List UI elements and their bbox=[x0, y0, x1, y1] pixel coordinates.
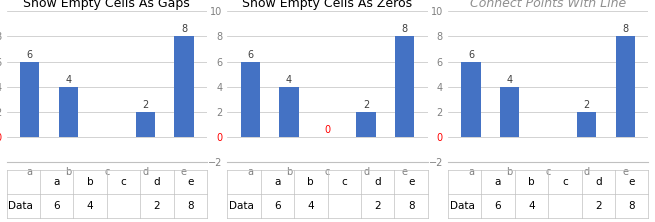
Bar bbox=[240, 61, 260, 137]
Text: 2: 2 bbox=[375, 201, 381, 211]
Text: 8: 8 bbox=[181, 24, 187, 34]
Text: c: c bbox=[341, 177, 347, 187]
Title: Show Empty Cells As Gaps: Show Empty Cells As Gaps bbox=[24, 0, 190, 10]
Title: Show Empty Cells As Zeros: Show Empty Cells As Zeros bbox=[242, 0, 413, 10]
Text: Data: Data bbox=[229, 201, 253, 211]
Bar bbox=[136, 112, 155, 137]
Text: 6: 6 bbox=[27, 50, 33, 60]
Bar bbox=[461, 61, 481, 137]
Text: b: b bbox=[307, 177, 314, 187]
Text: 4: 4 bbox=[286, 75, 292, 85]
Text: c: c bbox=[121, 177, 126, 187]
Text: 2: 2 bbox=[584, 100, 590, 110]
Text: b: b bbox=[87, 177, 94, 187]
Text: 6: 6 bbox=[468, 50, 474, 60]
Text: d: d bbox=[154, 177, 160, 187]
Text: Data: Data bbox=[9, 201, 33, 211]
Text: 8: 8 bbox=[622, 24, 628, 34]
Bar bbox=[356, 112, 376, 137]
Text: b: b bbox=[528, 177, 534, 187]
Bar bbox=[616, 36, 635, 137]
Text: 8: 8 bbox=[408, 201, 415, 211]
Text: 2: 2 bbox=[142, 100, 149, 110]
Text: 4: 4 bbox=[66, 75, 71, 85]
Text: a: a bbox=[54, 177, 60, 187]
Bar bbox=[279, 87, 299, 137]
Text: e: e bbox=[629, 177, 635, 187]
Bar bbox=[20, 61, 39, 137]
Bar bbox=[395, 36, 415, 137]
Bar bbox=[59, 87, 78, 137]
Text: 8: 8 bbox=[402, 24, 407, 34]
Text: 4: 4 bbox=[506, 75, 513, 85]
Text: c: c bbox=[562, 177, 568, 187]
Bar bbox=[577, 112, 596, 137]
Bar bbox=[174, 36, 194, 137]
Text: d: d bbox=[375, 177, 381, 187]
Text: 0: 0 bbox=[324, 125, 331, 135]
Text: 6: 6 bbox=[248, 50, 253, 60]
Text: 2: 2 bbox=[595, 201, 601, 211]
Text: e: e bbox=[408, 177, 414, 187]
Text: 2: 2 bbox=[154, 201, 160, 211]
Text: 2: 2 bbox=[363, 100, 369, 110]
Text: a: a bbox=[274, 177, 280, 187]
Text: 4: 4 bbox=[528, 201, 534, 211]
Text: 4: 4 bbox=[307, 201, 314, 211]
Title: Connect Points With Line: Connect Points With Line bbox=[470, 0, 626, 10]
Text: 8: 8 bbox=[187, 201, 194, 211]
Text: d: d bbox=[595, 177, 601, 187]
Text: Data: Data bbox=[449, 201, 474, 211]
Text: 6: 6 bbox=[495, 201, 501, 211]
Text: a: a bbox=[495, 177, 501, 187]
Text: 6: 6 bbox=[274, 201, 280, 211]
Text: 6: 6 bbox=[54, 201, 60, 211]
Text: 8: 8 bbox=[628, 201, 635, 211]
Text: 4: 4 bbox=[87, 201, 94, 211]
Bar bbox=[500, 87, 519, 137]
Text: e: e bbox=[187, 177, 194, 187]
